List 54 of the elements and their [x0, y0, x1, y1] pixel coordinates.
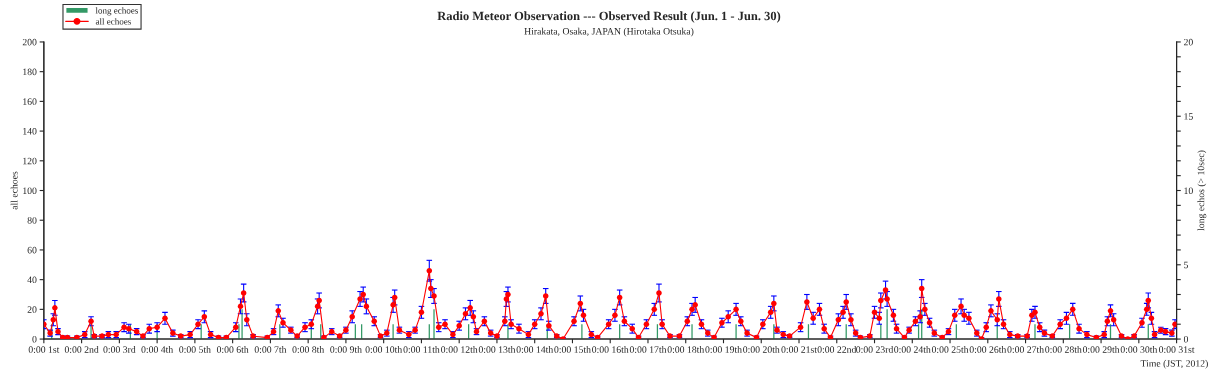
- x-tick-label: 0:00 18th: [667, 346, 705, 353]
- x-tick-label: 0:00 3rd: [103, 346, 136, 353]
- x-tick-label: 0:00 6th: [216, 346, 249, 353]
- y-tick-label: 80: [27, 217, 37, 224]
- y-tick-label: 180: [23, 68, 37, 76]
- x-tick-label: 0:00 1st: [28, 346, 60, 353]
- x-tick-label: 0:00 19th: [705, 346, 742, 353]
- y-tick-label: 40: [27, 276, 37, 284]
- legend-label: all echoes: [95, 18, 131, 25]
- y2-tick-label: 5: [1184, 261, 1189, 269]
- chart-subtitle: Hirakata, Osaka, JAPAN (Hirotaka Otsuka): [524, 27, 694, 37]
- x-tick-label: 0:00 28th: [1045, 346, 1082, 353]
- chart-title: Radio Meteor Observation --- Observed Result (Jun. 1 - Jun. 30): [437, 11, 781, 23]
- x-tick-label: 0:00 2nd: [64, 346, 99, 353]
- x-tick-label: 0:00 4th: [141, 346, 174, 353]
- x-tick-label: 0:00 31st: [1159, 346, 1195, 353]
- legend-label: long echoes: [95, 7, 139, 16]
- y2-axis-title: long echos (> 10sec): [1197, 150, 1207, 231]
- y-tick-label: 60: [27, 246, 37, 254]
- x-tick-label: 0:00 29th: [1082, 346, 1120, 353]
- x-tick-label: 0:00 10th: [365, 346, 403, 353]
- x-tick-label: 0:00 21st: [781, 346, 817, 353]
- x-axis-title: Time (JST, 2012): [1140, 359, 1208, 369]
- y-tick-label: 140: [23, 128, 37, 135]
- y2-tick-label: 15: [1184, 113, 1193, 120]
- x-tick-label: 0:00 26th: [969, 346, 1007, 353]
- x-tick-label: 0:00 25th: [931, 346, 969, 353]
- x-tick-label: 0:00 16th: [592, 346, 629, 353]
- x-tick-label: 0:00 14th: [516, 346, 554, 353]
- y2-tick-label: 0: [1183, 335, 1189, 343]
- x-tick-label: 0:00 15th: [554, 346, 591, 353]
- x-tick-label: 0:00 12th: [441, 346, 478, 353]
- y-tick-label: 200: [22, 38, 37, 46]
- y-tick-label: 100: [23, 187, 37, 194]
- y-tick-label: 160: [23, 98, 37, 105]
- y-axis-title: all echoes: [10, 171, 18, 210]
- y-tick-label: 20: [27, 306, 37, 313]
- x-tick-label: 0:00 23rd: [856, 346, 894, 353]
- x-tick-label: 0:00 11th: [403, 346, 440, 353]
- y-tick-label: 0: [32, 335, 37, 343]
- x-tick-label: 0:00 9th: [330, 346, 362, 353]
- x-tick-label: 0:00 7th: [254, 346, 287, 353]
- x-tick-label: 0:00 20th: [743, 346, 780, 353]
- y2-tick-label: 10: [1184, 187, 1193, 194]
- x-tick-label: 0:00 22nd: [817, 346, 857, 353]
- x-tick-label: 0:00 13th: [478, 346, 516, 353]
- y-tick-label: 120: [23, 157, 37, 165]
- x-tick-label: 0:00 5th: [179, 346, 211, 353]
- x-tick-label: 0:00 17th: [629, 346, 667, 353]
- x-tick-label: 0:00 27th: [1007, 346, 1044, 353]
- x-tick-label: 0:00 8th: [292, 346, 325, 353]
- x-tick-label: 0:00 24th: [894, 346, 931, 353]
- x-tick-label: 0:00 30th: [1120, 346, 1158, 353]
- y2-tick-label: 20: [1183, 38, 1193, 46]
